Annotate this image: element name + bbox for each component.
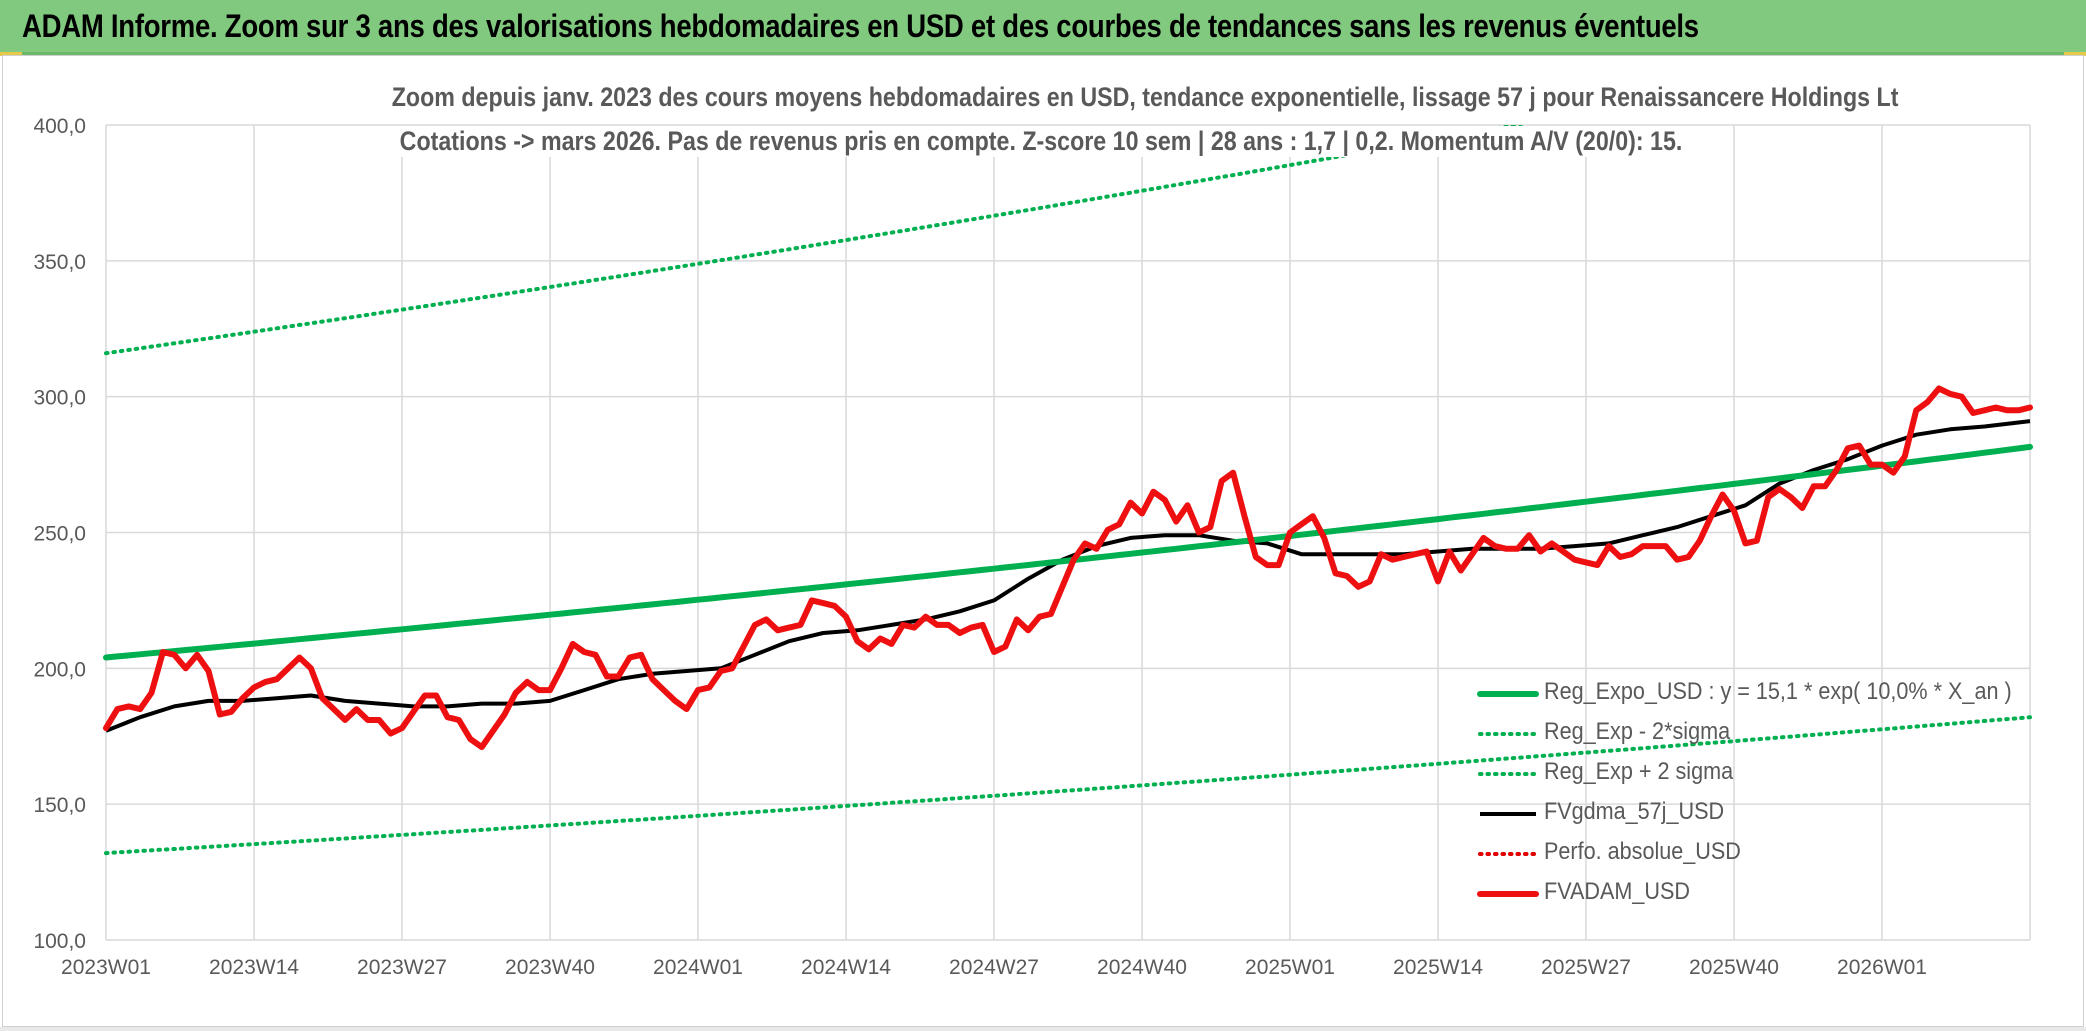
series-line-1 xyxy=(104,715,2032,856)
chart-axis-labels: 100,0 150,0 200,0 250,0 300,0 350,0 400,0 2023W… xyxy=(33,115,1927,979)
legend-item: Perfo. absolue_USD xyxy=(1474,834,2034,874)
x-tick-label: 2024W27 xyxy=(949,956,1039,979)
x-tick-label: 2024W14 xyxy=(801,956,891,979)
series-line-2 xyxy=(104,125,1527,356)
y-tick-label: 350,0 xyxy=(33,251,86,274)
chart-subtitle: Cotations -> mars 2026. Pas de revenus p… xyxy=(391,126,1691,157)
legend-label: Reg_Exp - 2*sigma xyxy=(1544,718,1731,745)
legend-label: Reg_Exp + 2 sigma xyxy=(1544,758,1734,785)
x-tick-label: 2023W01 xyxy=(61,956,151,979)
y-tick-label: 300,0 xyxy=(33,387,86,410)
legend-swatch xyxy=(1478,772,1538,776)
y-tick-label: 400,0 xyxy=(33,115,86,138)
y-tick-label: 100,0 xyxy=(33,930,86,953)
legend-item: FVgdma_57j_USD xyxy=(1474,794,2034,834)
y-tick-label: 250,0 xyxy=(33,523,86,546)
legend-label: FVgdma_57j_USD xyxy=(1544,798,1725,825)
legend-item: FVADAM_USD xyxy=(1474,874,2034,914)
y-tick-label: 150,0 xyxy=(33,794,86,817)
legend-swatch xyxy=(1477,891,1539,897)
legend-item: Reg_Expo_USD : y = 15,1 * exp( 10,0% * X… xyxy=(1474,674,2034,714)
series-line-5 xyxy=(103,385,2033,751)
x-tick-label: 2023W14 xyxy=(209,956,299,979)
chart-series-layer xyxy=(103,125,2033,856)
legend-item: Reg_Exp - 2*sigma xyxy=(1474,714,2034,754)
header-accent-right xyxy=(2064,52,2086,56)
legend-swatch xyxy=(1478,732,1538,736)
legend-swatch xyxy=(1478,852,1538,856)
bottom-scroll-strip xyxy=(0,1027,2086,1031)
x-tick-label: 2025W40 xyxy=(1689,956,1779,979)
x-tick-label: 2024W40 xyxy=(1097,956,1187,979)
header-accent-left xyxy=(0,52,22,56)
chart-legend: Reg_Expo_USD : y = 15,1 * exp( 10,0% * X… xyxy=(1474,674,2034,914)
x-tick-label: 2025W27 xyxy=(1541,956,1631,979)
report-title: ADAM Informe. Zoom sur 3 ans des valoris… xyxy=(22,8,1699,44)
report-header-bar: ADAM Informe. Zoom sur 3 ans des valoris… xyxy=(0,0,2086,55)
x-tick-label: 2025W14 xyxy=(1393,956,1483,979)
x-tick-label: 2025W01 xyxy=(1245,956,1335,979)
x-tick-label: 2023W40 xyxy=(505,956,595,979)
legend-label: Reg_Expo_USD : y = 15,1 * exp( 10,0% * X… xyxy=(1544,678,2012,705)
legend-item: Reg_Exp + 2 sigma xyxy=(1474,754,2034,794)
chart-grid xyxy=(105,124,2031,941)
x-tick-label: 2023W27 xyxy=(357,956,447,979)
series-line-0 xyxy=(103,443,2033,661)
x-tick-label: 2026W01 xyxy=(1837,956,1927,979)
x-tick-label: 2024W01 xyxy=(653,956,743,979)
y-tick-label: 200,0 xyxy=(33,658,86,681)
chart-title: Zoom depuis janv. 2023 des cours moyens … xyxy=(391,82,1899,113)
chart-frame xyxy=(2,55,2084,1027)
legend-swatch xyxy=(1477,691,1539,697)
legend-label: FVADAM_USD xyxy=(1544,878,1691,905)
legend-swatch xyxy=(1480,812,1536,816)
legend-label: Perfo. absolue_USD xyxy=(1544,838,1741,865)
